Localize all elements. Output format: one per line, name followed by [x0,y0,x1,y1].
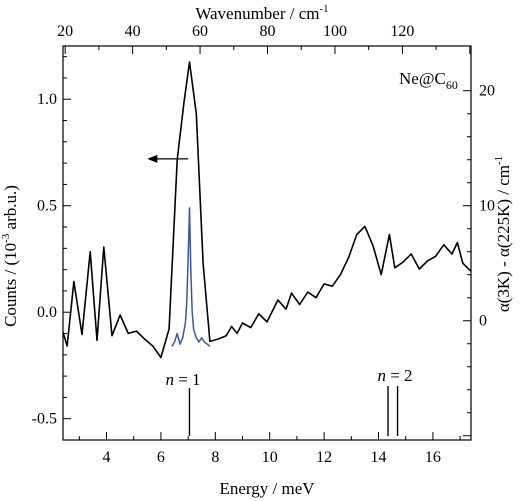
n2-label-rest: = 2 [386,366,413,385]
x-top-tick-label: 20 [57,23,73,40]
y-right-tick-label: 10 [479,198,495,215]
x-tick-label: 8 [211,449,219,466]
series-layer [62,61,472,359]
y-right-tick-label: 0 [479,313,487,330]
plot-frame [62,45,472,441]
y-left-axis-label-pre: Counts / (10 [1,243,20,327]
n1-label: n = 1 [165,370,200,389]
y-left-tick-label: 1.0 [37,91,57,108]
y-right-tick-label: 20 [479,83,495,100]
x-tick-label: 10 [262,449,278,466]
ticks-layer: 4 6 8 10 12 14 16 20 40 60 80 100 120 -0.5 0.0 0.5 1.0 0 1… [32,23,495,466]
species-label-main: Ne@C [399,69,446,88]
y-left-tick-label: 0.5 [37,198,57,215]
x-top-tick-label: 60 [192,23,208,40]
x-top-axis-label-main: Wavenumber / cm [195,4,319,23]
series-line-counts [171,207,211,347]
x-top-tick-label: 100 [323,23,347,40]
y-left-tick-label: -0.5 [32,411,57,428]
n1-label-rest: = 1 [174,370,201,389]
series-line-absorption [62,61,472,359]
y-right-axis-label: α(3K) - α(225K) / cm-1 [493,156,513,312]
annotation-layer [147,154,399,436]
x-top-axis-label-sup: -1 [320,3,329,15]
n2-label-italic: n [377,366,386,385]
species-label-sub: 60 [446,78,458,92]
x-tick-label: 14 [371,449,387,466]
y-left-axis-label-sup: -3 [0,233,12,243]
x-tick-label: 4 [103,449,111,466]
y-right-axis-label-sup: -1 [493,156,505,165]
x-tick-label: 6 [157,449,165,466]
axis-arrow-head [147,154,158,163]
n1-label-italic: n [165,370,174,389]
y-left-tick-label: 0.0 [37,304,57,321]
x-axis-label: Energy / meV [219,479,315,498]
x-top-tick-label: 80 [260,23,276,40]
x-top-tick-label: 40 [125,23,141,40]
x-tick-label: 16 [425,449,441,466]
x-top-tick-label: 120 [390,23,414,40]
y-left-axis-label: Counts / (10-3 arb.u.) [0,185,20,327]
x-top-axis-label: Wavenumber / cm-1 [195,3,328,23]
x-tick-label: 12 [316,449,332,466]
y-right-axis-label-main: α(3K) - α(225K) / cm [494,165,513,312]
species-label: Ne@C60 [399,69,458,92]
n2-label: n = 2 [377,366,412,385]
y-left-axis-label-post: arb.u.) [1,185,20,234]
